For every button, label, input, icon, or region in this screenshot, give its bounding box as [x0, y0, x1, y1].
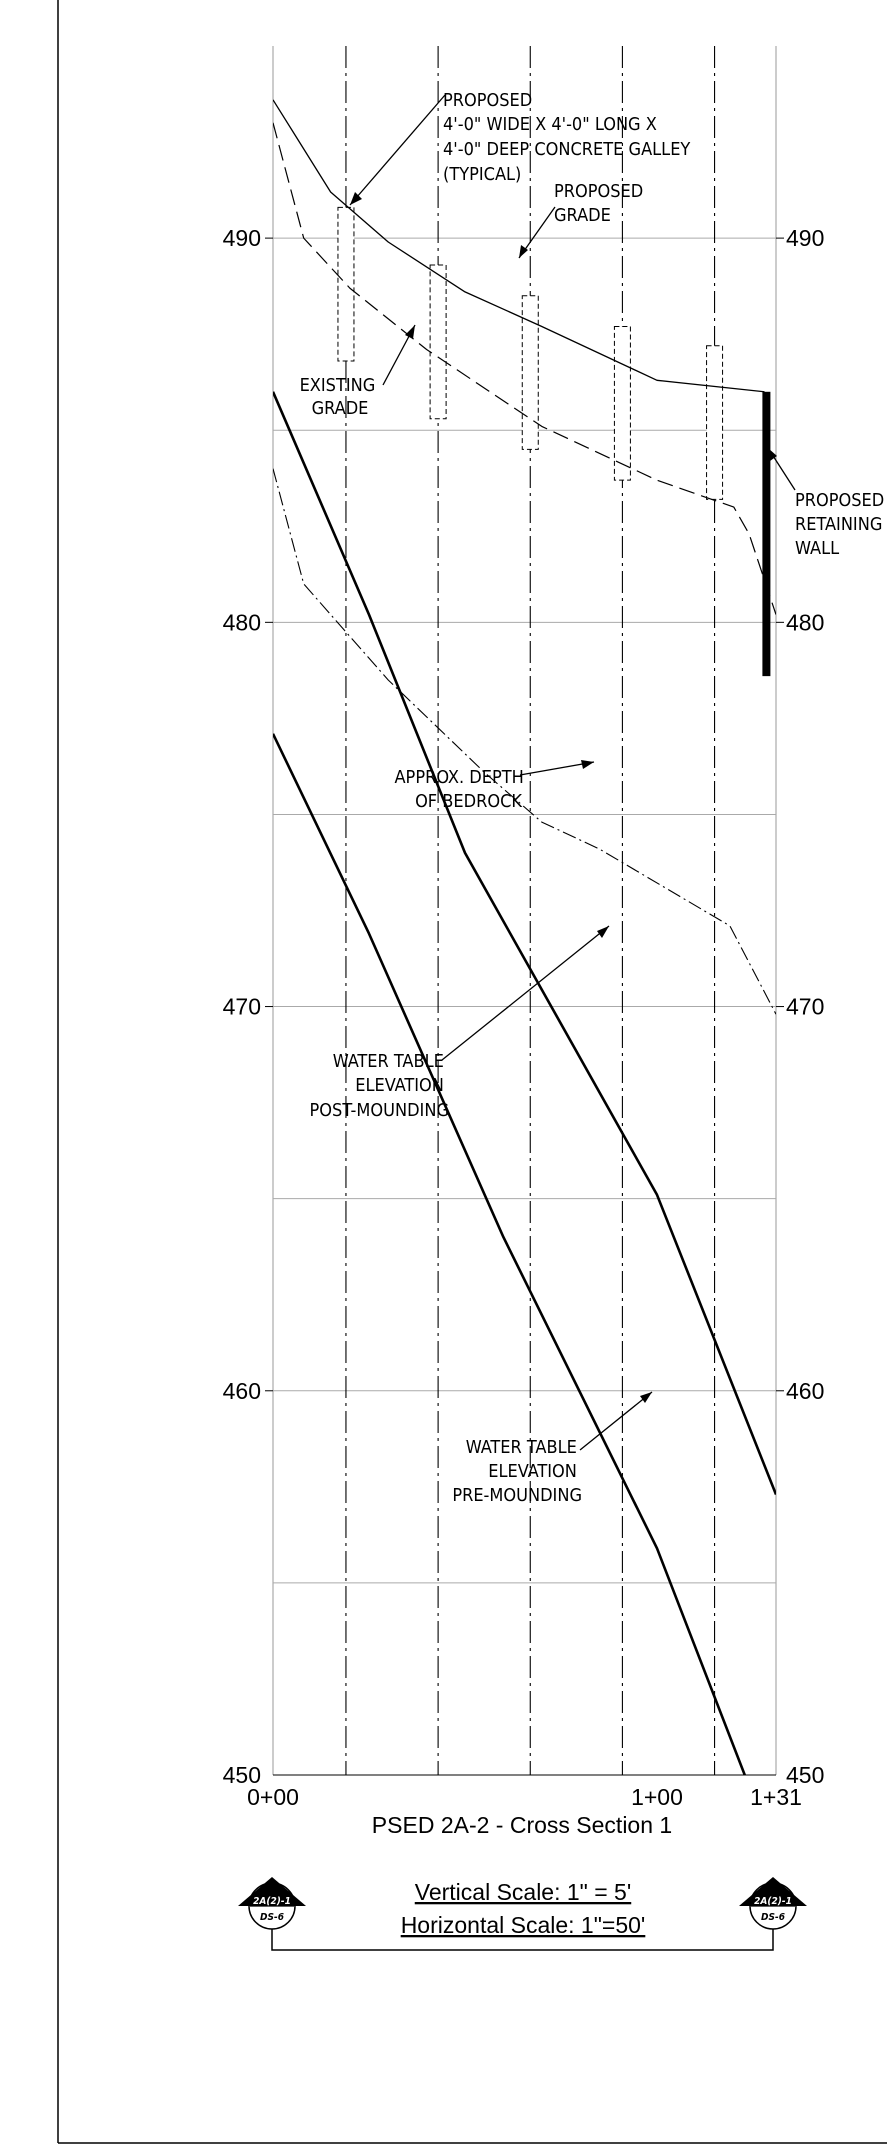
station-tick-labels: 0+00 1+00 1+31: [247, 1784, 802, 1810]
existing-grade-label: EXISTING GRADE: [300, 375, 381, 419]
leader-arrowheads: [350, 192, 777, 1403]
bedrock-leader: [519, 761, 595, 776]
y-tick-left-460: 460: [223, 1378, 261, 1404]
section-marker-right: 2A(2)-1 DS-6: [739, 1877, 807, 1930]
x-tick-1-00: 1+00: [631, 1784, 683, 1810]
proposed-grade-line: [273, 99, 765, 393]
retaining-wall-label: PROPOSED RETAINING WALL: [795, 490, 887, 559]
svg-text:DS-6: DS-6: [761, 1912, 785, 1923]
sheet-title: PSED 2A-2 - Cross Section 1: [372, 1812, 672, 1838]
x-tick-0-00: 0+00: [247, 1784, 299, 1810]
galley-5: [706, 345, 724, 500]
elevation-tick-labels: 490 480 470 460 450 490 480 470 460 450: [223, 225, 825, 1788]
y-tick-right-490: 490: [786, 225, 824, 251]
galley-label: PROPOSED 4'-0" WIDE X 4'-0" LONG X 4'-0"…: [443, 90, 695, 185]
proposed-grade-label: PROPOSED GRADE: [554, 181, 648, 226]
svg-text:2A(2)-1: 2A(2)-1: [754, 1896, 792, 1907]
profile-lines: [273, 99, 776, 1775]
water-pre-leader: [579, 1391, 653, 1451]
y-tick-right-470: 470: [786, 994, 824, 1020]
horizontal-scale: Horizontal Scale: 1"=50': [401, 1912, 646, 1938]
concrete-galleys: [337, 206, 724, 500]
galley-4: [613, 325, 631, 481]
vertical-scale: Vertical Scale: 1" = 5': [415, 1879, 631, 1905]
galley-1: [337, 206, 355, 362]
svg-text:2A(2)-1: 2A(2)-1: [253, 1896, 291, 1907]
galley-3: [521, 295, 539, 450]
section-cut-line: [271, 1929, 774, 1951]
plot-frame: [272, 46, 777, 1775]
galley-leader: [349, 94, 446, 206]
y-tick-left-450: 450: [223, 1762, 261, 1788]
water-pre-label: WATER TABLE ELEVATION PRE-MOUNDING: [452, 1437, 582, 1506]
water-post-leader: [441, 925, 610, 1061]
bedrock-label: APPROX. DEPTH OF BEDROCK: [394, 767, 529, 812]
y-tick-left-490: 490: [223, 225, 261, 251]
bedrock-line: [273, 468, 776, 1015]
retaining-wall: [762, 391, 771, 677]
x-tick-1-31: 1+31: [750, 1784, 802, 1810]
y-tick-left-480: 480: [223, 609, 261, 635]
water-post-label: WATER TABLE ELEVATION POST-MOUNDING: [310, 1051, 449, 1121]
galley-2: [429, 264, 447, 420]
y-tick-right-460: 460: [786, 1378, 824, 1404]
svg-text:DS-6: DS-6: [260, 1912, 284, 1923]
y-tick-left-470: 470: [223, 994, 261, 1020]
section-marker-left: 2A(2)-1 DS-6: [238, 1877, 306, 1930]
sheet-border: [57, 0, 887, 2144]
water-pre-line: [273, 733, 747, 1775]
existing-grade-line: [273, 122, 776, 615]
y-tick-right-450: 450: [786, 1762, 824, 1788]
y-tick-right-480: 480: [786, 609, 824, 635]
water-post-line: [273, 391, 776, 1495]
